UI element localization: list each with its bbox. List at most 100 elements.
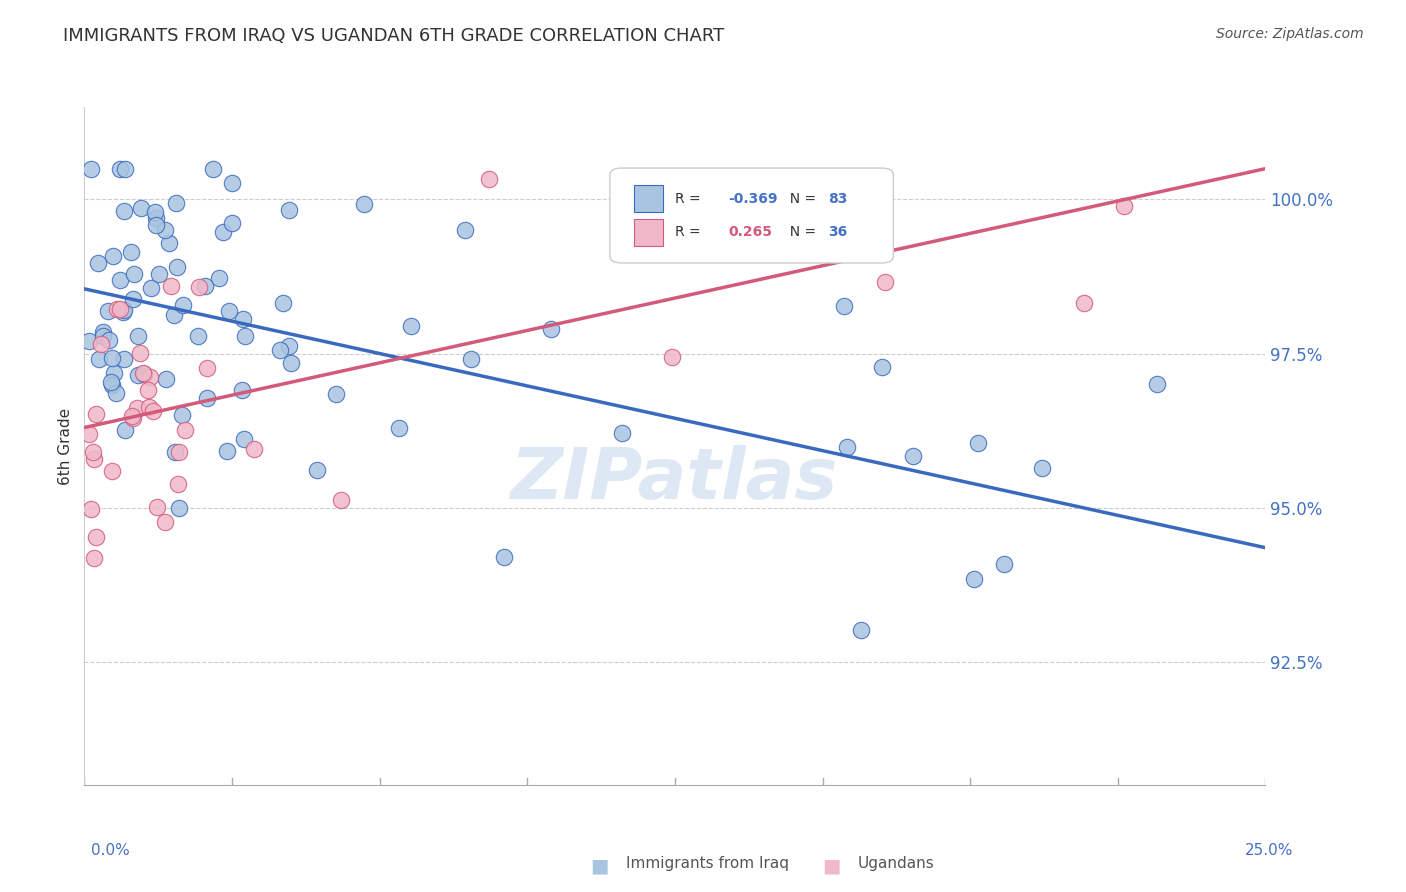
Point (478, 172, 501, 186)
Bar (634, 185, 664, 212)
Point (122, 267, 145, 281)
Point (1146, 377, 1168, 392)
Point (155, 372, 177, 386)
Point (277, 203, 299, 218)
Bar (634, 219, 664, 246)
Text: Ugandans: Ugandans (858, 856, 935, 871)
Point (1073, 295, 1095, 310)
Text: ■: ■ (823, 856, 841, 875)
Point (165, 196, 187, 211)
Point (353, 197, 375, 211)
Point (231, 383, 253, 397)
Point (166, 260, 188, 274)
Point (145, 211, 167, 225)
Point (1112, 199, 1135, 213)
Point (87, 352, 110, 367)
Text: 36: 36 (828, 226, 848, 239)
Point (132, 368, 155, 382)
Point (127, 329, 149, 343)
Text: R =: R = (675, 226, 704, 239)
Text: IMMIGRANTS FROM IRAQ VS UGANDAN 6TH GRADE CORRELATION CHART: IMMIGRANTS FROM IRAQ VS UGANDAN 6TH GRAD… (63, 27, 724, 45)
Point (143, 204, 166, 219)
Point (172, 298, 194, 312)
Point (146, 500, 169, 514)
Point (540, 322, 562, 336)
Point (105, 302, 128, 317)
Point (167, 477, 190, 491)
Text: Source: ZipAtlas.com: Source: ZipAtlas.com (1216, 27, 1364, 41)
Text: 83: 83 (828, 192, 848, 205)
Text: Immigrants from Iraq: Immigrants from Iraq (626, 856, 789, 871)
Point (494, 550, 516, 565)
Point (172, 408, 194, 422)
Point (835, 440, 858, 454)
Point (129, 201, 152, 215)
Point (112, 305, 135, 319)
Point (163, 308, 186, 322)
Point (280, 356, 302, 370)
Point (121, 292, 143, 306)
Point (188, 280, 211, 294)
Point (90, 337, 112, 351)
Point (91, 325, 114, 339)
Text: ■: ■ (591, 856, 609, 875)
Point (145, 218, 167, 232)
Point (112, 352, 135, 367)
Text: N =: N = (782, 226, 821, 239)
Point (105, 385, 128, 400)
Point (307, 463, 329, 477)
Point (127, 368, 149, 382)
Text: 0.0%: 0.0% (91, 843, 131, 858)
Point (202, 161, 225, 176)
Point (329, 493, 352, 508)
Point (84, 530, 107, 544)
Point (610, 426, 633, 441)
Y-axis label: 6th Grade: 6th Grade (58, 408, 73, 484)
Point (136, 383, 159, 397)
Point (100, 351, 122, 365)
Point (83, 451, 105, 466)
Point (211, 225, 233, 239)
Point (129, 346, 152, 360)
Point (169, 500, 191, 515)
Point (399, 318, 422, 333)
Point (993, 558, 1015, 572)
Point (233, 329, 256, 343)
Point (232, 433, 254, 447)
Point (103, 366, 125, 380)
Text: 0.265: 0.265 (728, 226, 772, 239)
Point (661, 351, 683, 365)
Point (148, 267, 170, 281)
Point (454, 223, 477, 237)
Point (80, 501, 103, 516)
Point (903, 449, 925, 463)
Point (101, 378, 124, 392)
Point (174, 423, 197, 437)
Point (278, 339, 301, 353)
Point (77, 426, 100, 441)
Point (138, 400, 160, 414)
Point (325, 386, 347, 401)
Point (122, 411, 145, 425)
Point (160, 279, 183, 293)
Point (194, 279, 217, 293)
Point (963, 572, 986, 586)
Point (165, 445, 187, 459)
Point (91, 329, 114, 343)
Point (221, 215, 243, 229)
Point (101, 249, 124, 263)
Point (870, 360, 893, 375)
Point (110, 273, 132, 287)
Point (125, 401, 148, 415)
Text: -0.369: -0.369 (728, 192, 778, 205)
Point (139, 370, 162, 384)
Point (87, 256, 110, 270)
Point (82, 445, 104, 459)
Point (167, 445, 190, 459)
Point (1031, 460, 1053, 475)
Point (215, 444, 238, 458)
Point (112, 204, 135, 219)
Point (195, 360, 218, 375)
Point (187, 328, 209, 343)
Point (873, 275, 896, 289)
